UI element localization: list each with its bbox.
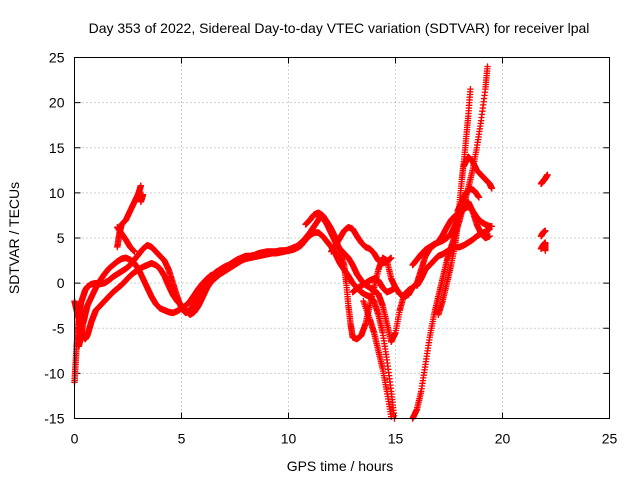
y-tick-label: -15 (44, 411, 64, 427)
data-point (486, 232, 493, 240)
y-tick-label: -5 (52, 320, 65, 336)
x-tick-label: 15 (388, 431, 404, 447)
x-tick-label: 25 (602, 431, 618, 447)
chart-title: Day 353 of 2022, Sidereal Day-to-day VTE… (89, 20, 590, 36)
data-points (71, 63, 551, 422)
data-point (544, 171, 551, 179)
data-point (208, 271, 215, 279)
x-axis-label: GPS time / hours (287, 458, 394, 474)
y-tick-label: 0 (57, 275, 65, 291)
x-tick-labels: 0 5 10 15 20 25 (71, 431, 618, 447)
data-point (486, 225, 493, 233)
data-point (392, 284, 399, 291)
x-tick-label: 0 (71, 431, 79, 447)
x-tick-label: 5 (178, 431, 186, 447)
data-point (137, 182, 145, 189)
data-point (139, 191, 147, 198)
data-point (388, 254, 395, 262)
y-tick-labels: -15 -10 -5 0 5 10 15 20 25 (44, 50, 64, 427)
data-point (484, 63, 491, 70)
data-point (542, 247, 549, 254)
y-tick-label: 10 (49, 185, 65, 201)
plot-frame (74, 57, 610, 419)
y-tick-label: 5 (57, 230, 65, 246)
data-point (542, 227, 549, 234)
y-tick-label: 20 (49, 95, 65, 111)
y-axis-label: SDTVAR / TECUs (6, 182, 22, 294)
data-point (467, 85, 474, 93)
data-point (488, 185, 495, 192)
y-tick-label: 25 (49, 50, 65, 66)
data-point (475, 194, 483, 201)
grid-lines (74, 57, 610, 419)
data-point (131, 248, 138, 255)
y-tick-label: -10 (44, 365, 64, 381)
y-tick-label: 15 (49, 140, 65, 156)
data-point (409, 284, 416, 291)
x-tick-label: 20 (495, 431, 511, 447)
x-tick-label: 10 (281, 431, 297, 447)
